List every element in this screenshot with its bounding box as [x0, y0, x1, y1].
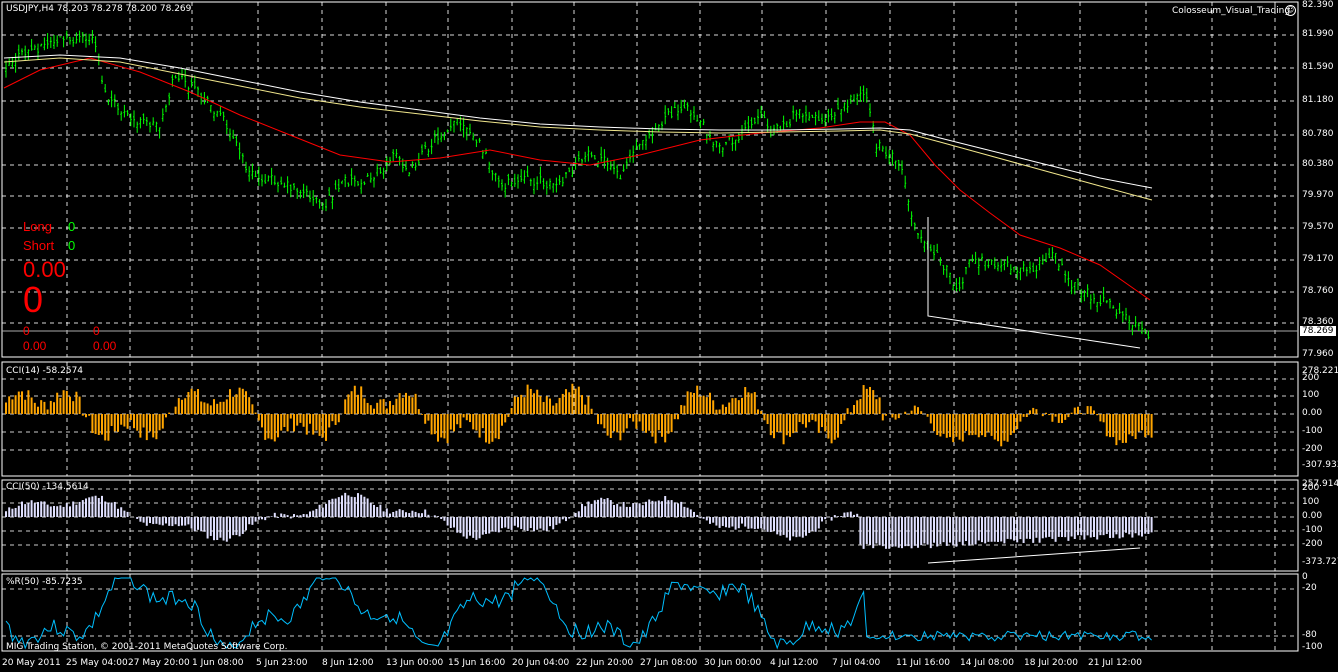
cci14-tick: 0.00	[1302, 408, 1323, 418]
wpr-line	[5, 577, 1152, 650]
pane-borders	[1, 1, 1299, 652]
cci50-tick: -200	[1302, 539, 1323, 549]
pane-frame	[1, 361, 1299, 477]
amount-small: 0.00	[23, 257, 66, 282]
short-label: Short	[23, 238, 55, 253]
wpr-tick: -100	[1302, 642, 1323, 652]
ma-slow-line-1	[3, 54, 1153, 189]
cci14-tick: -307.933	[1302, 460, 1338, 470]
price-tick: 79.170	[1302, 254, 1334, 264]
date-tick: 25 May 04:00	[66, 658, 128, 668]
date-tick: 22 Jun 20:00	[576, 658, 634, 668]
cci14-tick: 200	[1302, 373, 1320, 383]
cci50-tick: 200	[1302, 483, 1320, 493]
info-row2-a: 0.00	[23, 339, 47, 353]
price-tick: 78.760	[1302, 286, 1334, 296]
price-tick: 81.180	[1302, 95, 1334, 105]
cci50-tick: -373.727	[1302, 557, 1338, 567]
price-tick: 81.990	[1302, 29, 1334, 39]
wpr-label: %R(50) -85.7235	[6, 577, 83, 587]
wpr-tick: -80	[1302, 630, 1317, 640]
date-tick: 27 May 20:00	[128, 658, 190, 668]
date-tick: 5 Jun 23:00	[256, 658, 308, 668]
trend-line	[927, 217, 1141, 349]
indicator-name: Colosseum_Visual_Trading	[1172, 6, 1291, 16]
price-tick: 78.360	[1302, 317, 1334, 327]
cci14-tick: -200	[1302, 444, 1323, 454]
date-tick: 13 Jun 00:00	[386, 658, 444, 668]
date-tick: 20 Jun 04:00	[512, 658, 570, 668]
cci50-pane	[2, 488, 1298, 564]
price-tick: 81.590	[1302, 62, 1334, 72]
cci50-tick: 257.914	[1302, 479, 1338, 489]
date-tick: 20 May 2011	[2, 658, 61, 668]
date-tick: 1 Jun 08:00	[192, 658, 244, 668]
pane-frame	[1, 1, 1299, 358]
date-tick: 14 Jul 08:00	[960, 658, 1014, 668]
info-row1-a: 0	[23, 324, 30, 338]
cci14-label: CCI(14) -58.2574	[6, 366, 84, 376]
price-tick: 77.960	[1302, 349, 1334, 359]
short-value: 0	[68, 238, 76, 253]
pane-frame	[1, 479, 1299, 572]
grid-lines	[2, 2, 1298, 651]
cci14-pane	[2, 378, 1298, 451]
info-row2-b: 0.00	[93, 339, 117, 353]
wpr-tick: -20	[1302, 583, 1317, 593]
cci14-tick: 278.2219	[1302, 366, 1338, 376]
amount-large: 0	[23, 279, 44, 320]
price-tick: 80.780	[1302, 129, 1334, 139]
wpr-tick: 0	[1302, 572, 1308, 582]
price-tick: 79.570	[1302, 222, 1334, 232]
cci50-tick: 0.00	[1302, 511, 1323, 521]
date-tick: 18 Jul 20:00	[1024, 658, 1078, 668]
ma-fast-line	[3, 57, 1151, 301]
cci50-tick: 100	[1302, 497, 1320, 507]
cci14-tick: -100	[1302, 426, 1323, 436]
wpr-pane	[2, 577, 1298, 650]
price-tick: 79.970	[1302, 190, 1334, 200]
date-tick: 30 Jun 00:00	[704, 658, 762, 668]
date-tick: 4 Jul 12:00	[770, 658, 819, 668]
date-tick: 15 Jun 16:00	[448, 658, 506, 668]
current-price-tag: 78.269	[1300, 326, 1336, 336]
cci50-trend-line	[927, 547, 1141, 564]
date-tick: 7 Jul 04:00	[832, 658, 881, 668]
cci14-tick: 100	[1302, 390, 1320, 400]
date-tick: 27 Jun 08:00	[640, 658, 698, 668]
symbol-header: USDJPY,H4 78.203 78.278 78.200 78.269	[6, 4, 192, 14]
smiley-icon[interactable]: ☺	[1285, 5, 1296, 16]
cci50-label: CCI(50) -134.5614	[6, 482, 89, 492]
date-tick: 11 Jul 16:00	[896, 658, 950, 668]
info-row1-b: 0	[93, 324, 100, 338]
ma-slow-line-2	[3, 57, 1153, 201]
long-value: 0	[68, 219, 76, 234]
date-tick: 21 Jul 12:00	[1088, 658, 1142, 668]
price-tick: 82.390	[1302, 0, 1334, 10]
copyright-text: MIG Trading Station, © 2001-2011 MetaQuo…	[6, 642, 288, 652]
long-label: Long	[23, 219, 52, 234]
date-tick: 8 Jun 12:00	[322, 658, 374, 668]
price-tick: 80.380	[1302, 159, 1334, 169]
pane-frame	[1, 573, 1299, 652]
cci50-tick: -100	[1302, 525, 1323, 535]
price-pane	[2, 30, 1298, 349]
